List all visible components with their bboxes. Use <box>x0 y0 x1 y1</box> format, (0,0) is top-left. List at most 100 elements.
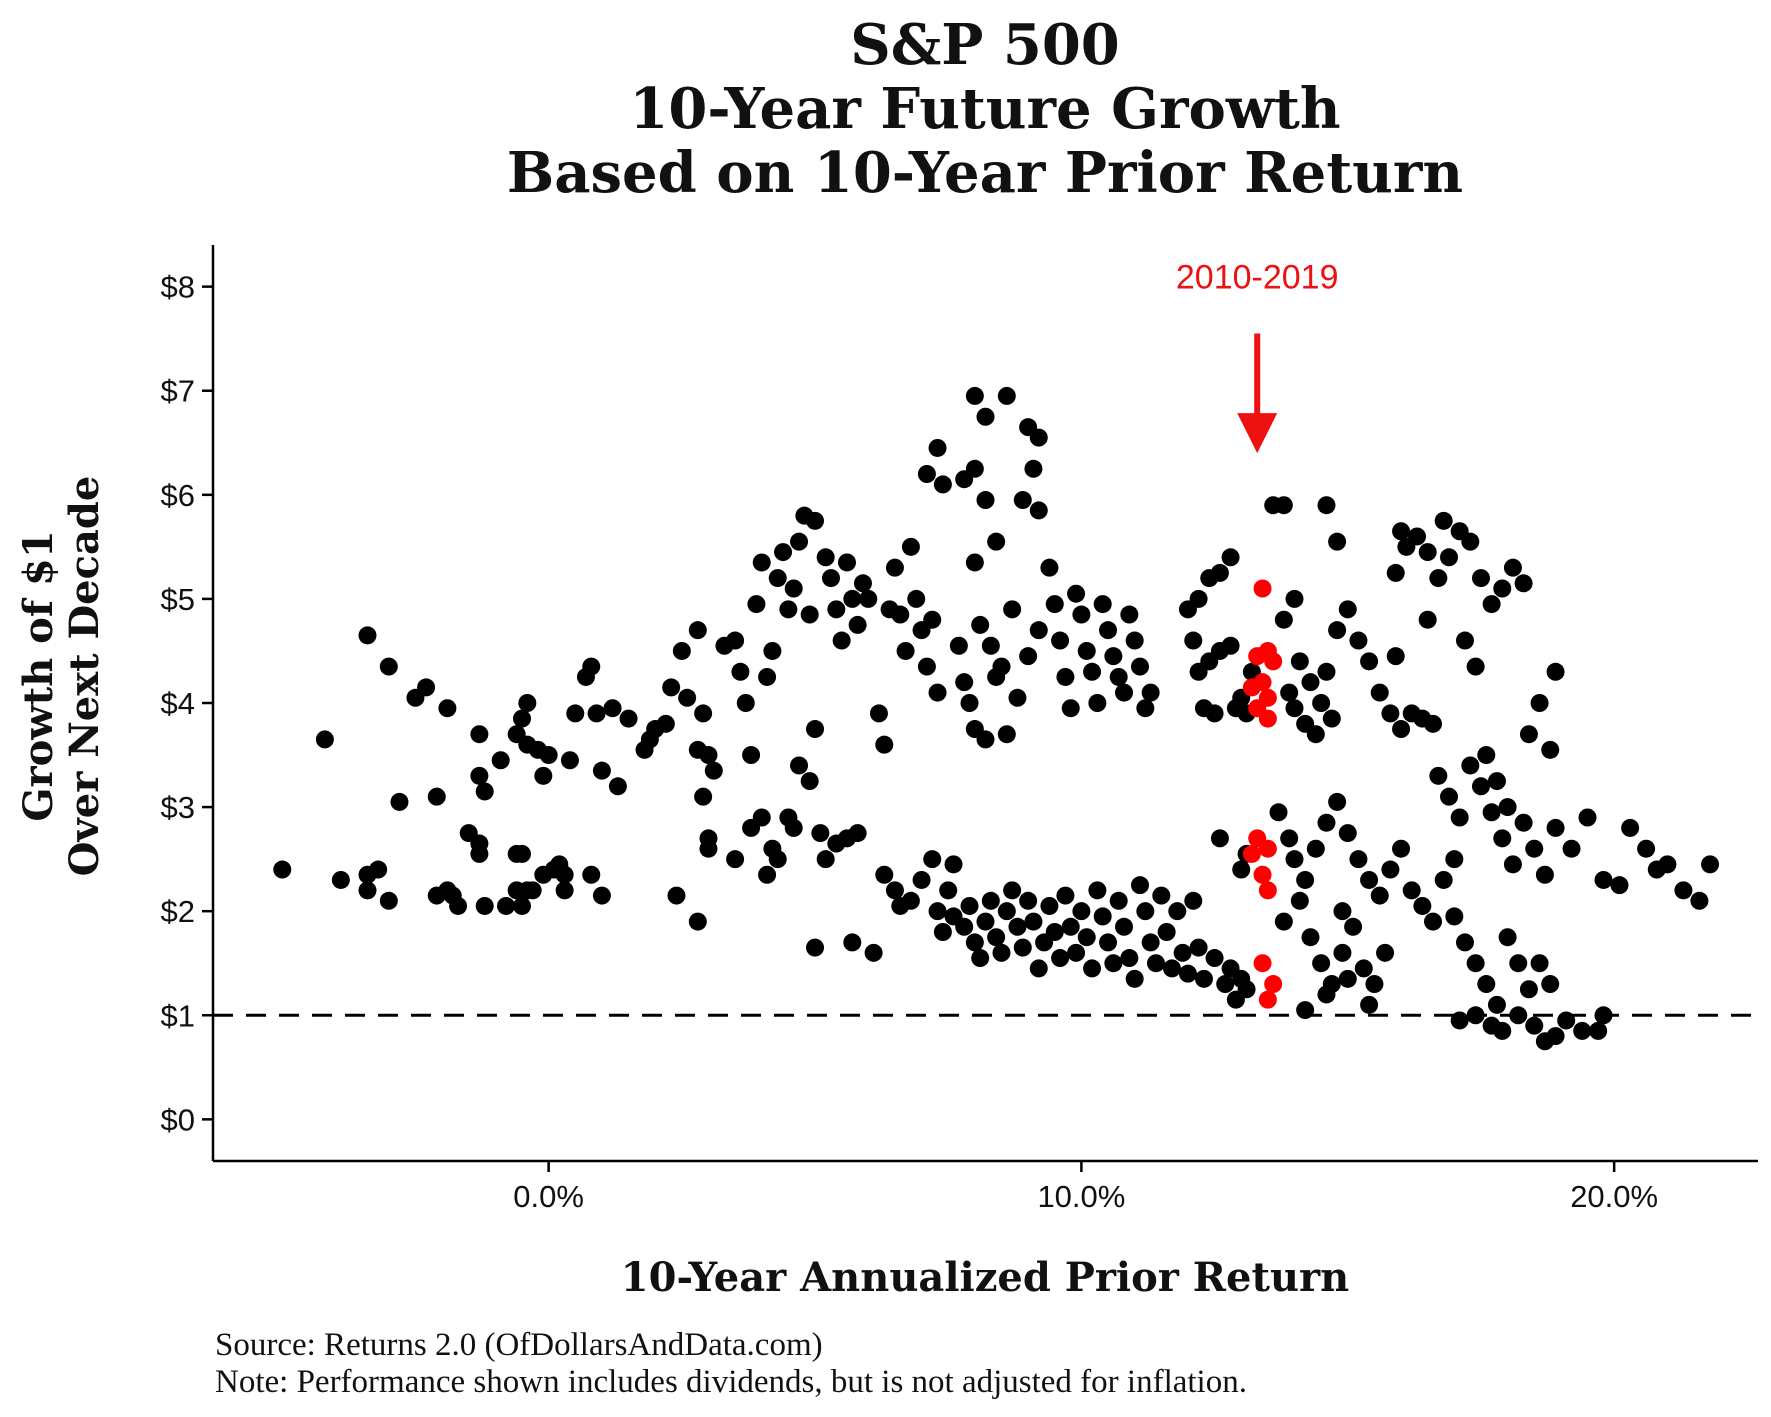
data-point <box>869 704 888 723</box>
data-point <box>763 641 782 660</box>
data-point <box>1205 704 1224 723</box>
data-point <box>1306 725 1325 744</box>
highlight-point <box>1242 844 1261 863</box>
data-point <box>1418 610 1437 629</box>
data-point <box>497 896 516 915</box>
data-point <box>470 766 489 785</box>
data-point <box>507 881 526 900</box>
data-point <box>1466 954 1485 973</box>
data-point <box>438 881 457 900</box>
data-point <box>790 756 809 775</box>
data-point <box>1269 803 1288 822</box>
data-point <box>1370 683 1389 702</box>
data-point <box>848 824 867 843</box>
data-point <box>704 761 723 780</box>
data-point <box>1024 459 1043 478</box>
data-point <box>726 631 745 650</box>
data-point <box>779 600 798 619</box>
data-point <box>1349 850 1368 869</box>
data-point <box>1045 923 1064 941</box>
data-point <box>379 657 398 676</box>
data-point <box>811 824 830 843</box>
highlight-point <box>1253 673 1272 692</box>
data-point <box>1232 860 1251 879</box>
data-point <box>816 850 835 869</box>
data-point <box>1392 839 1411 858</box>
data-points <box>273 386 1720 1051</box>
data-point <box>1360 870 1379 889</box>
data-point <box>768 569 787 588</box>
data-point <box>1519 725 1538 744</box>
data-point <box>1514 813 1533 832</box>
data-point <box>1205 949 1224 968</box>
data-point <box>1525 839 1544 858</box>
data-point <box>513 844 531 863</box>
data-point <box>997 902 1016 921</box>
data-point <box>987 667 1006 686</box>
data-point <box>1168 902 1187 921</box>
data-point <box>981 636 1000 655</box>
data-point <box>752 553 771 572</box>
data-point <box>449 896 468 915</box>
data-point <box>928 902 947 921</box>
data-point <box>1221 636 1240 655</box>
data-point <box>1360 652 1379 671</box>
data-point <box>1386 563 1405 582</box>
data-point <box>699 839 718 858</box>
data-point <box>1290 652 1309 671</box>
data-point <box>539 746 558 765</box>
data-point <box>438 699 457 718</box>
data-point <box>1690 891 1709 910</box>
data-point <box>1003 881 1022 900</box>
data-point <box>470 725 489 744</box>
data-point <box>694 787 713 806</box>
data-point <box>513 709 531 728</box>
data-point <box>1040 558 1059 577</box>
data-point <box>1173 943 1192 962</box>
data-point <box>806 511 825 530</box>
x-tick-label: 0.0% <box>513 1179 584 1214</box>
data-point <box>965 386 984 405</box>
data-point <box>1285 850 1304 869</box>
data-point <box>1546 1027 1565 1046</box>
data-point <box>736 694 755 712</box>
y-tick-label: $4 <box>161 686 195 721</box>
highlight-point <box>1253 865 1272 884</box>
data-point <box>1535 865 1554 884</box>
data-point <box>1189 938 1208 957</box>
data-point <box>1317 813 1336 832</box>
highlight-point <box>1253 579 1272 598</box>
data-point <box>939 881 958 900</box>
data-point <box>1503 855 1522 874</box>
data-point <box>1141 933 1160 952</box>
data-point <box>742 746 761 765</box>
data-point <box>864 943 883 962</box>
data-point <box>1306 839 1325 858</box>
data-point <box>1344 917 1363 936</box>
data-point <box>1594 870 1613 889</box>
data-point <box>917 465 936 483</box>
data-point <box>1285 699 1304 718</box>
data-point <box>358 881 377 900</box>
data-point <box>1674 881 1693 900</box>
data-point <box>1312 694 1331 712</box>
data-point <box>1285 589 1304 608</box>
data-point <box>1051 631 1070 650</box>
data-point <box>1461 756 1480 775</box>
chart-title-line-3: Based on 10-Year Prior Return <box>507 140 1463 206</box>
data-point <box>1408 527 1427 546</box>
data-point <box>560 751 579 770</box>
data-point <box>1194 969 1213 988</box>
data-point <box>1061 917 1080 936</box>
data-point <box>955 917 974 936</box>
data-point <box>1274 610 1293 629</box>
data-point <box>331 870 350 889</box>
data-point <box>1099 621 1118 640</box>
data-point <box>1115 683 1134 702</box>
data-point <box>987 532 1006 551</box>
data-point <box>1056 667 1075 686</box>
data-point <box>1109 891 1128 910</box>
data-point <box>1312 954 1331 973</box>
highlight-point <box>1264 652 1283 671</box>
highlight-point <box>1258 881 1277 900</box>
